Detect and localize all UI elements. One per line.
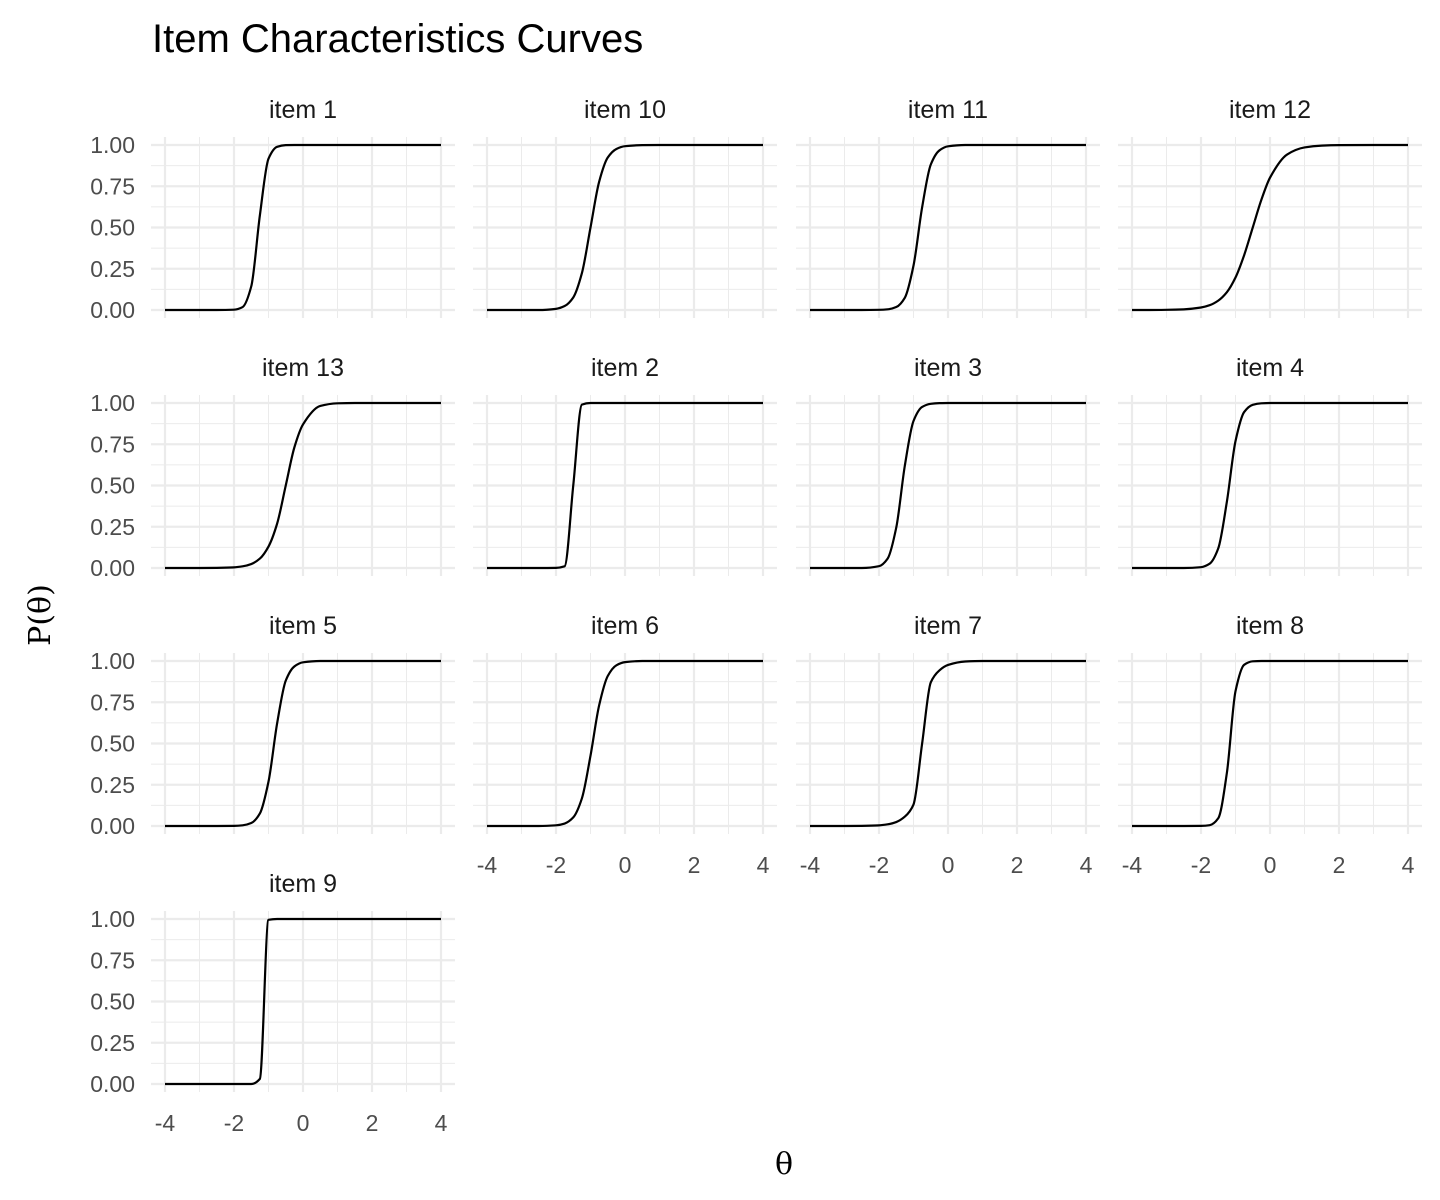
y-tick-label: 1.00 (90, 648, 135, 674)
y-tick-label: 0.25 (90, 256, 135, 282)
icc-curve (164, 659, 441, 828)
icc-curve (810, 401, 1086, 570)
facet-panel: item 2 (473, 354, 777, 576)
facet-label: item 13 (262, 354, 344, 382)
x-tick-label: -4 (1122, 852, 1143, 878)
facet-label: item 12 (1229, 96, 1311, 124)
x-tick-label: 4 (435, 1110, 448, 1136)
icc-curve (164, 917, 441, 1086)
facet-label: item 9 (269, 870, 337, 898)
y-tick-label: 0.25 (90, 772, 135, 798)
facet-panel: item 3 (796, 354, 1100, 576)
facet-panel: item 1 0.00 0.25 0.50 0.75 1.00 (90, 96, 455, 323)
facet-panel: item 9 0.00 0.25 0.50 0.75 1.00 -4 -2 0 2 4 (90, 870, 455, 1136)
facet-panel: item 4 (1118, 354, 1422, 576)
facet-label: item 4 (1236, 354, 1304, 382)
x-tick-label: -2 (546, 852, 566, 878)
y-tick-label: 0.50 (90, 989, 135, 1015)
icc-curve (1132, 401, 1408, 570)
y-tick-label: 0.50 (90, 215, 135, 241)
facet-panel: item 11 (796, 96, 1100, 318)
facet-panel: item 5 0.00 0.25 0.50 0.75 1.00 (90, 612, 455, 839)
icc-curve (809, 659, 1086, 828)
x-tick-label: -2 (224, 1110, 244, 1136)
y-tick-label: 0.50 (90, 473, 135, 499)
y-tick-label: 1.00 (90, 390, 135, 416)
x-tick-label: 0 (1264, 852, 1277, 878)
x-tick-label: 0 (297, 1110, 310, 1136)
chart-title: Item Characteristics Curves (152, 17, 643, 61)
x-tick-label: -4 (155, 1110, 176, 1136)
y-tick-label: 0.75 (90, 689, 135, 715)
facet-label: item 10 (584, 96, 666, 124)
facet-label: item 8 (1236, 612, 1304, 640)
facet-label: item 3 (914, 354, 982, 382)
icc-curve (1132, 143, 1408, 312)
x-tick-label: 4 (1402, 852, 1415, 878)
x-tick-label: 4 (757, 852, 770, 878)
icc-curve (1131, 659, 1408, 828)
facet-panel: item 12 (1118, 96, 1422, 318)
y-tick-label: 1.00 (90, 132, 135, 158)
facet-panel: item 13 0.00 0.25 0.50 0.75 1.00 (90, 354, 455, 581)
facet-label: item 2 (591, 354, 659, 382)
facet-panel: item 10 (473, 96, 777, 318)
facet-label: item 11 (908, 96, 988, 124)
x-tick-label: 2 (1333, 852, 1346, 878)
y-tick-label: 0.00 (90, 555, 135, 581)
y-tick-label: 0.75 (90, 431, 135, 457)
y-tick-label: 0.00 (90, 813, 135, 839)
icc-curve (165, 401, 441, 570)
y-tick-label: 0.00 (90, 297, 135, 323)
icc-curve (487, 401, 763, 570)
x-tick-label: -2 (869, 852, 889, 878)
x-tick-label: 0 (942, 852, 955, 878)
x-tick-label: -2 (1191, 852, 1211, 878)
y-tick-label: 0.50 (90, 731, 135, 757)
y-tick-label: 0.25 (90, 1030, 135, 1056)
x-tick-label: 2 (366, 1110, 379, 1136)
facet-label: item 7 (914, 612, 982, 640)
y-tick-label: 1.00 (90, 906, 135, 932)
facet-panel: item 7 -4 -2 0 2 4 (796, 612, 1100, 878)
x-tick-label: 0 (619, 852, 632, 878)
icc-curve (487, 143, 763, 312)
x-tick-label: -4 (477, 852, 498, 878)
facet-label: item 5 (269, 612, 337, 640)
icc-curve (486, 659, 763, 828)
y-tick-label: 0.75 (90, 173, 135, 199)
y-axis-title: P(θ) (23, 584, 58, 646)
x-tick-label: 2 (688, 852, 701, 878)
icc-curve (810, 143, 1086, 312)
x-tick-label: 2 (1011, 852, 1024, 878)
icc-curve (165, 143, 441, 312)
facet-panel: item 8 -4 -2 0 2 4 (1118, 612, 1422, 878)
facet-panels: item 1 0.00 0.25 0.50 0.75 1.00 item 10 item 11… (90, 96, 1422, 1136)
y-tick-label: 0.25 (90, 514, 135, 540)
x-tick-label: 4 (1080, 852, 1093, 878)
facet-label: item 6 (591, 612, 659, 640)
y-tick-label: 0.75 (90, 947, 135, 973)
facet-panel: item 6 -4 -2 0 2 4 (473, 612, 777, 878)
facet-label: item 1 (269, 96, 337, 124)
x-tick-label: -4 (800, 852, 821, 878)
y-tick-label: 0.00 (90, 1071, 135, 1097)
x-axis-title: θ (775, 1147, 793, 1182)
